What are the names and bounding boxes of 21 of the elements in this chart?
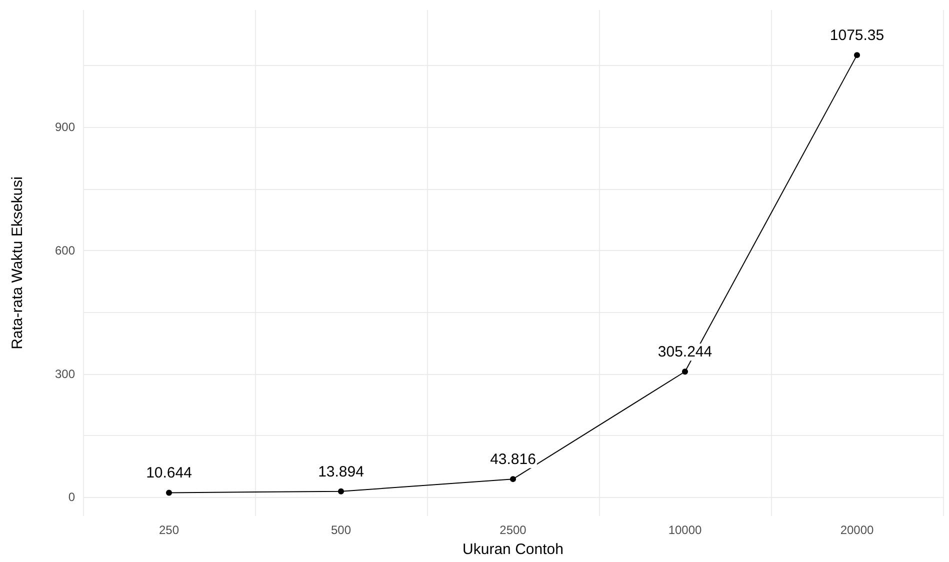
x-tick-label: 500 bbox=[330, 523, 352, 537]
data-label: 1075.35 bbox=[830, 27, 884, 44]
x-tick-label: 20000 bbox=[840, 523, 874, 537]
point bbox=[338, 488, 344, 494]
x-tick-label: 10000 bbox=[668, 523, 702, 537]
y-tick-label: 300 bbox=[54, 366, 76, 381]
data-label: 305.244 bbox=[658, 344, 712, 361]
x-axis-title: Ukuran Contoh bbox=[462, 541, 564, 558]
data-label: 43.816 bbox=[490, 451, 536, 468]
point bbox=[510, 476, 516, 482]
y-axis-title: Rata-rata Waktu Eksekusi bbox=[9, 176, 26, 350]
point bbox=[166, 490, 172, 496]
y-tick-label: 0 bbox=[68, 490, 76, 504]
x-tick-label: 250 bbox=[158, 523, 180, 537]
point bbox=[682, 368, 688, 375]
x-tick-label: 2500 bbox=[500, 523, 527, 537]
data-label: 10.644 bbox=[146, 464, 192, 482]
y-tick-label: 600 bbox=[54, 243, 76, 258]
point bbox=[854, 52, 860, 58]
data-label: 13.894 bbox=[318, 463, 364, 480]
y-tick-label: 900 bbox=[54, 120, 76, 134]
